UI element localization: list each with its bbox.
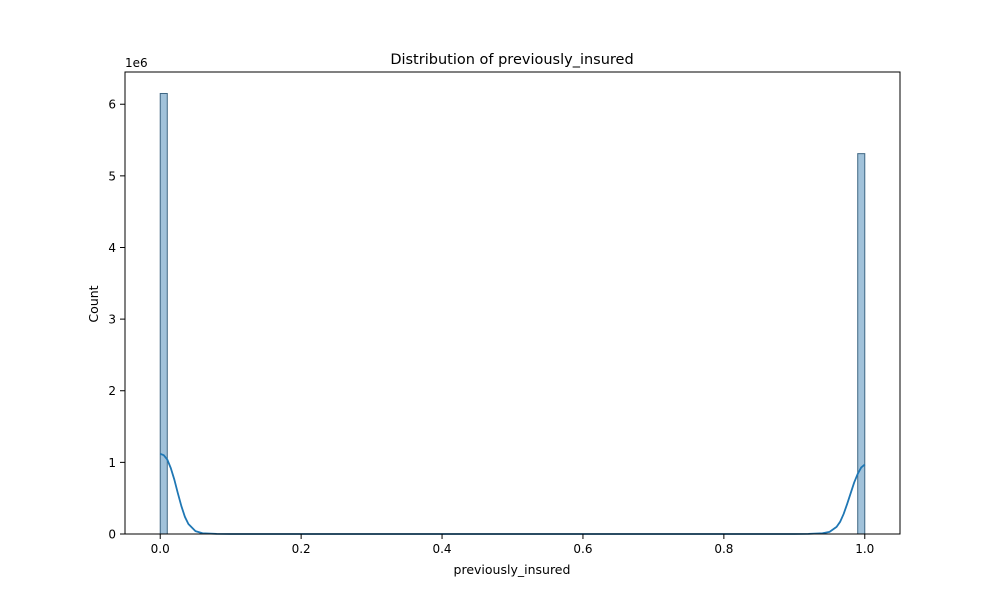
x-axis-label: previously_insured [454, 562, 571, 577]
y-axis-offset-label: 1e6 [125, 56, 148, 70]
x-tick-label: 0.0 [151, 542, 170, 556]
y-tick-label: 5 [108, 169, 116, 183]
x-tick-label: 0.6 [573, 542, 592, 556]
bars-layer [159, 92, 866, 535]
kde-layer [159, 452, 866, 535]
y-tick-label: 2 [108, 384, 116, 398]
x-tick-label: 0.4 [432, 542, 451, 556]
bar-1 [857, 153, 866, 535]
y-tick-label: 3 [108, 313, 116, 327]
bar-0 [159, 92, 168, 535]
ticks-layer: 0.0 0.2 0.4 0.6 0.8 1.0 0 1 2 3 4 5 6 [108, 98, 874, 556]
y-tick-label: 0 [108, 528, 116, 542]
y-tick-label: 1 [108, 456, 116, 470]
chart-title: Distribution of previously_insured [390, 52, 633, 68]
y-tick-label: 4 [108, 241, 116, 255]
x-tick-label: 1.0 [855, 542, 874, 556]
axes-frame [124, 71, 901, 535]
y-axis-label: Count [86, 285, 101, 322]
x-tick-label: 0.8 [714, 542, 733, 556]
x-tick-label: 0.2 [292, 542, 311, 556]
y-tick-label: 6 [108, 98, 116, 112]
kde-line [159, 452, 866, 535]
